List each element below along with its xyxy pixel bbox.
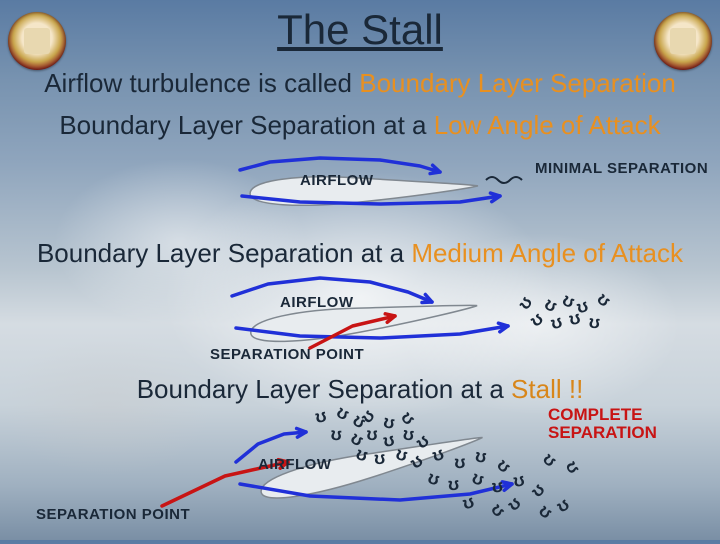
section-stall-prefix: Boundary Layer Separation at a [137,374,511,404]
svg-text:ʊ: ʊ [548,311,564,333]
svg-text:ʊ: ʊ [454,452,466,472]
complete-sep-line1: COMPLETE [548,406,657,424]
diagram-stall: ʊʊʊʊʊʊʊʊʊʊʊʊʊʊʊʊʊʊʊʊʊʊʊʊʊʊʊʊʊʊʊʊʊ AIRFLO… [0,404,720,532]
slide-content: The Stall Airflow turbulence is called B… [0,0,720,540]
slide-title: The Stall [0,6,720,54]
svg-text:ʊ: ʊ [491,476,504,497]
airflow-label-medium: AIRFLOW [280,294,353,311]
svg-text:ʊ: ʊ [333,401,353,424]
svg-text:ʊ: ʊ [593,288,615,310]
subtitle-prefix: Airflow turbulence is called [44,68,359,98]
airflow-label-low: AIRFLOW [300,172,373,189]
svg-text:ʊ: ʊ [313,405,328,427]
section-title-medium: Boundary Layer Separation at a Medium An… [0,238,720,269]
complete-sep-line2: SEPARATION [548,424,657,442]
slide-subtitle: Airflow turbulence is called Boundary La… [0,68,720,99]
minimal-separation-label: MINIMAL SEPARATION [535,160,708,177]
svg-text:ʊ: ʊ [469,467,486,490]
svg-text:ʊ: ʊ [535,500,556,523]
svg-text:ʊ: ʊ [588,312,601,333]
section-medium-highlight: Medium Angle of Attack [411,238,683,268]
separation-point-label-stall: SEPARATION POINT [36,506,190,523]
svg-text:ʊ: ʊ [552,494,572,517]
section-low-prefix: Boundary Layer Separation at a [59,110,433,140]
svg-text:ʊ: ʊ [474,445,488,466]
diagram-low-angle: AIRFLOW MINIMAL SEPARATION [0,148,720,224]
diagram-medium-angle: ʊʊʊʊʊʊʊʊʊ AIRFLOW SEPARATION POINT [0,276,720,366]
svg-text:ʊ: ʊ [526,479,548,501]
svg-text:ʊ: ʊ [503,493,525,515]
svg-text:ʊ: ʊ [366,424,378,444]
section-stall-highlight: Stall !! [511,374,583,404]
section-medium-prefix: Boundary Layer Separation at a [37,238,411,268]
svg-text:ʊ: ʊ [374,448,386,469]
airflow-label-stall: AIRFLOW [258,456,331,473]
separation-point-label-medium: SEPARATION POINT [210,346,364,363]
svg-text:ʊ: ʊ [539,448,561,470]
svg-text:ʊ: ʊ [562,457,585,477]
subtitle-highlight: Boundary Layer Separation [359,68,676,98]
svg-text:ʊ: ʊ [511,469,526,491]
section-title-low: Boundary Layer Separation at a Low Angle… [0,110,720,141]
svg-text:ʊ: ʊ [402,424,415,445]
section-title-stall: Boundary Layer Separation at a Stall !! [0,374,720,405]
svg-text:ʊ: ʊ [425,467,442,489]
section-low-highlight: Low Angle of Attack [434,110,661,140]
complete-separation-label: COMPLETE SEPARATION [548,406,657,442]
svg-text:ʊ: ʊ [330,424,342,445]
svg-text:ʊ: ʊ [447,474,460,495]
